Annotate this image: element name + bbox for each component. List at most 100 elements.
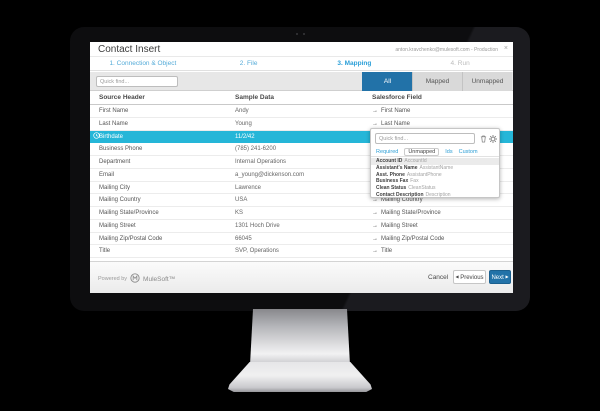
sample-data-cell: 11/2/42 bbox=[235, 133, 255, 140]
field-option-clean-status[interactable]: Clean Status CleanStatus bbox=[371, 185, 499, 192]
sample-data-cell: Andy bbox=[235, 108, 249, 114]
mapping-arrow-icon: → bbox=[372, 197, 378, 204]
filter-tabs: All Mapped Unmapped bbox=[362, 72, 512, 91]
monitor-bezel: Contact Insert anton.kravchenko@mulesoft… bbox=[70, 27, 530, 311]
mapping-arrow-icon: → bbox=[372, 120, 378, 127]
column-header-sample-data: Sample Data bbox=[235, 94, 275, 101]
sample-data-cell: SVP, Operations bbox=[235, 248, 279, 255]
mapped-field-label: Title bbox=[381, 248, 393, 255]
table-row-email[interactable]: Email a_young@dickenson.com bbox=[90, 169, 513, 182]
sample-data-cell: Lawrence bbox=[235, 184, 262, 191]
table-row-mailing-zip-postal-code[interactable]: Mailing Zip/Postal Code 66045 → Mailing Zip… bbox=[90, 233, 513, 246]
field-option-label: Asst. Phone bbox=[376, 171, 405, 178]
mapping-arrow-icon: → bbox=[372, 248, 378, 255]
filter-tab-unmapped[interactable]: Unmapped bbox=[462, 72, 512, 91]
source-header-cell: Mailing City bbox=[99, 184, 131, 191]
field-picker-dropdown: Required Unmapped Ids Custom Account IDAcco… bbox=[370, 128, 500, 198]
table-row-department[interactable]: Department Internal Operations bbox=[90, 156, 513, 169]
field-option-assistant-s-name[interactable]: Assistant's Name AssistantName bbox=[371, 165, 499, 172]
sample-data-cell: (785) 241-6200 bbox=[235, 146, 277, 153]
sample-data-cell: a_young@dickenson.com bbox=[235, 171, 305, 178]
sample-data-cell: KS bbox=[235, 210, 244, 216]
page-title: Contact Insert bbox=[98, 44, 161, 55]
table-row-mailing-state-province[interactable]: Mailing State/Province KS → Mailing State/P… bbox=[90, 207, 513, 220]
table-row-mailing-city[interactable]: Mailing City Lawrence bbox=[90, 182, 513, 195]
dropdown-tab-custom[interactable]: Custom bbox=[458, 148, 478, 155]
step-3-mapping[interactable]: 3. Mapping bbox=[337, 60, 372, 67]
close-icon[interactable]: × bbox=[503, 45, 508, 52]
field-option-label: Assistant's Name bbox=[376, 164, 418, 171]
filter-tab-mapped[interactable]: Mapped bbox=[412, 72, 462, 91]
mapped-field-label: Mailing Zip/Postal Code bbox=[381, 235, 445, 242]
table-row-mailing-country[interactable]: Mailing Country USA → Mailing Country bbox=[90, 194, 513, 207]
salesforce-field-cell: → Mailing Street bbox=[372, 220, 418, 232]
mapping-arrow-icon: → bbox=[372, 222, 378, 229]
gear-icon[interactable] bbox=[489, 135, 497, 145]
previous-arrow-icon: ◀ bbox=[455, 273, 459, 279]
previous-button[interactable]: ◀ Previous bbox=[453, 270, 486, 284]
title-bar: Contact Insert anton.kravchenko@mulesoft… bbox=[90, 42, 513, 57]
source-header-cell: Mailing State/Province bbox=[99, 210, 159, 216]
quick-find-input[interactable] bbox=[96, 76, 178, 87]
table-row-last-name[interactable]: Last Name Young → Last Name bbox=[90, 118, 513, 131]
field-option-api-name: Description bbox=[425, 191, 451, 198]
column-header-source-header: Source Header bbox=[99, 94, 145, 101]
dropdown-tab-required[interactable]: Required bbox=[376, 148, 399, 155]
sample-data-cell: 1301 Hoch Drive bbox=[235, 222, 280, 229]
table-row-mailing-street[interactable]: Mailing Street 1301 Hoch Drive → Mailing St… bbox=[90, 220, 513, 233]
monitor-stand-base bbox=[228, 362, 372, 392]
source-header-cell: Mailing Street bbox=[99, 222, 136, 229]
step-4-run[interactable]: 4. Run bbox=[450, 60, 470, 67]
table-header: Source Header Sample Data Salesforce Field bbox=[90, 91, 513, 105]
dropdown-tab-unmapped[interactable]: Unmapped bbox=[404, 147, 440, 156]
table-row-title[interactable]: Title SVP, Operations → Title bbox=[90, 245, 513, 258]
column-header-salesforce-field: Salesforce Field bbox=[372, 94, 422, 101]
mapped-field-label: Last Name bbox=[381, 120, 411, 127]
powered-by-label: Powered by bbox=[98, 276, 128, 282]
mapping-arrow-icon: → bbox=[372, 210, 378, 216]
source-header-cell: Mailing Zip/Postal Code bbox=[99, 235, 163, 242]
footer-bar: Powered by MuleSoft™ Cancel ◀ Previous N… bbox=[90, 261, 513, 293]
dropdown-field-list: Account ID AccountId Assistant's Name Assis… bbox=[371, 158, 499, 199]
field-option-api-name: CleanStatus bbox=[408, 185, 436, 192]
salesforce-field-cell: → Last Name bbox=[372, 118, 410, 130]
source-header-cell: Birthdate bbox=[99, 133, 124, 140]
field-option-business-fax[interactable]: Business Fax Fax bbox=[371, 178, 499, 185]
sample-data-cell: 66045 bbox=[235, 235, 252, 242]
field-option-label: Clean Status bbox=[376, 185, 407, 192]
step-2-file[interactable]: 2. File bbox=[239, 60, 258, 67]
dropdown-tab-ids[interactable]: Ids bbox=[445, 148, 453, 155]
salesforce-field-cell: → First Name bbox=[372, 105, 410, 117]
mapped-field-label: Mailing Country bbox=[381, 197, 423, 204]
field-option-contact-description[interactable]: Contact Description Description bbox=[371, 192, 499, 199]
field-option-account-id[interactable]: Account ID AccountId bbox=[371, 158, 499, 165]
webcam-icon bbox=[296, 33, 298, 35]
app-window: Contact Insert anton.kravchenko@mulesoft… bbox=[90, 42, 513, 293]
table-row-first-name[interactable]: First Name Andy → First Name bbox=[90, 105, 513, 118]
next-button[interactable]: Next ▶ bbox=[489, 270, 511, 284]
table-row-business-phone[interactable]: Business Phone (785) 241-6200 bbox=[90, 143, 513, 156]
source-header-cell: Department bbox=[99, 159, 131, 165]
mapped-field-label: First Name bbox=[381, 108, 411, 114]
powered-by: Powered by MuleSoft™ bbox=[98, 273, 175, 285]
field-option-api-name: Fax bbox=[410, 178, 419, 185]
trash-icon[interactable] bbox=[480, 135, 487, 145]
wizard-steps: 1. Connection & Object 2. File 3. Mapping 4… bbox=[90, 57, 513, 71]
cancel-button[interactable]: Cancel bbox=[428, 274, 449, 281]
field-option-asst-phone[interactable]: Asst. Phone AssistantPhone bbox=[371, 172, 499, 179]
filter-tab-all[interactable]: All bbox=[362, 72, 412, 91]
step-1-connection-object[interactable]: 1. Connection & Object bbox=[109, 60, 177, 67]
salesforce-field-cell: → Mailing State/Province bbox=[372, 207, 441, 219]
dropdown-quick-find-input[interactable] bbox=[375, 133, 475, 144]
field-option-api-name: AssistantName bbox=[419, 164, 454, 171]
field-option-api-name: AssistantPhone bbox=[406, 171, 442, 178]
field-option-label: Account ID bbox=[376, 158, 403, 164]
field-option-label: Business Fax bbox=[376, 178, 409, 185]
source-header-cell: Email bbox=[99, 171, 115, 178]
clock-icon bbox=[93, 131, 100, 144]
source-header-cell: Last Name bbox=[99, 120, 129, 127]
salesforce-field-cell: → Mailing Zip/Postal Code bbox=[372, 233, 444, 245]
brand-label: MuleSoft™ bbox=[143, 275, 176, 283]
